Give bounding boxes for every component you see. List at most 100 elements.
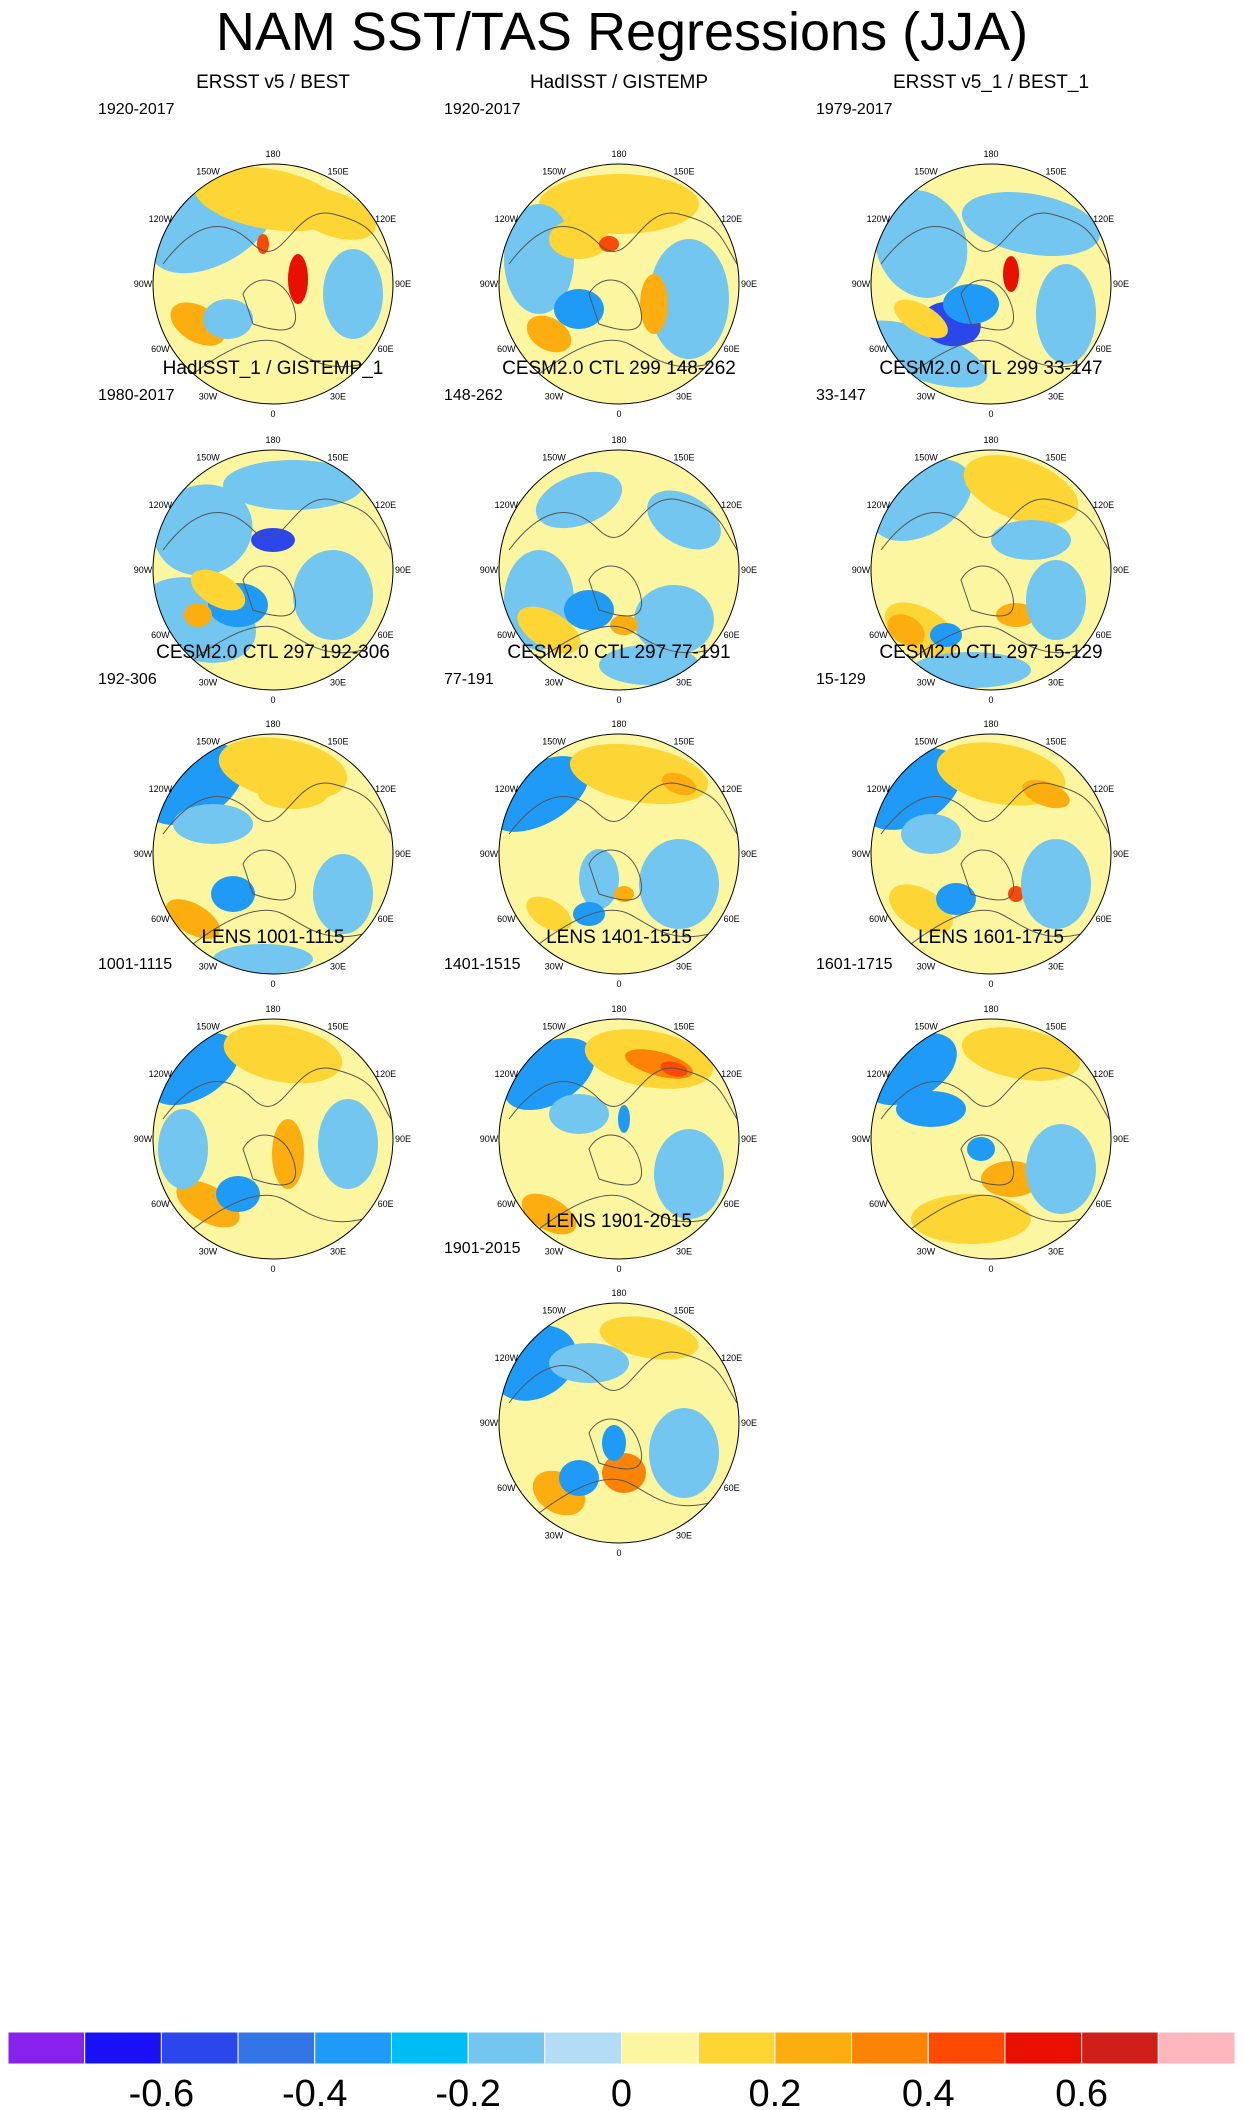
coastline <box>880 782 1110 945</box>
longitude-label: 180 <box>611 1288 626 1298</box>
anomaly-region <box>602 1425 626 1461</box>
anomaly-region <box>649 239 729 359</box>
map-panel: HadISST_1 / GISTEMP_1 180 150E 120E 90E 60E 30… <box>88 358 458 738</box>
longitude-label: 120W <box>495 500 519 510</box>
map-boundary <box>498 163 740 405</box>
longitude-label: 60E <box>724 1199 740 1209</box>
longitude-label: 120E <box>1093 500 1114 510</box>
longitude-label: 60W <box>869 344 888 354</box>
panel-title: CESM2.0 CTL 299 148-262 <box>502 358 736 379</box>
panel-title: HadISST_1 / GISTEMP_1 <box>162 358 384 379</box>
anomaly-region <box>930 623 962 647</box>
longitude-label: 90E <box>741 1134 757 1144</box>
longitude-label: 0 <box>270 979 275 989</box>
panel-title: ERSST v5 / BEST <box>196 72 350 93</box>
longitude-label: 120E <box>721 214 742 224</box>
panel-title: CESM2.0 CTL 299 33-147 <box>879 358 1103 379</box>
longitude-label: 120W <box>149 1069 173 1079</box>
anomaly-region <box>213 944 313 974</box>
longitude-label: 150W <box>196 166 220 176</box>
longitude-label: 90W <box>480 279 499 289</box>
longitude-label: 150W <box>542 452 566 462</box>
coastline <box>880 1067 1110 1230</box>
longitude-label: 60W <box>151 344 170 354</box>
longitude-label: 30E <box>676 962 692 972</box>
polar-map: 180 150E 120E 90E 60E 30E 0 30W 60W 90W 120W 150W <box>134 719 411 989</box>
longitude-label: 90W <box>134 1134 153 1144</box>
longitude-label: 150E <box>327 736 348 746</box>
anomaly-region <box>579 849 619 909</box>
map-boundary <box>498 449 740 691</box>
anomaly-region <box>549 219 609 259</box>
polar-map: 180 150E 120E 90E 60E 30E 0 30W 60W 90W 120W 150W <box>134 435 411 705</box>
anomaly-region <box>165 899 221 939</box>
map-panel: CESM2.0 CTL 299 33-147 180 150E 120E 90E 60E 3… <box>806 358 1176 738</box>
longitude-label: 90E <box>741 849 757 859</box>
longitude-label: 180 <box>983 1004 998 1014</box>
longitude-label: 150W <box>914 166 938 176</box>
anomaly-region <box>153 484 253 576</box>
coastline <box>508 498 738 661</box>
panel-period: 1901-2015 <box>444 1240 521 1257</box>
longitude-label: 150E <box>1045 736 1066 746</box>
longitude-label: 30W <box>199 392 218 402</box>
map-boundary <box>498 1302 740 1544</box>
longitude-label: 0 <box>270 409 275 419</box>
panel-period: 1980-2017 <box>98 387 175 404</box>
coastline <box>162 212 392 375</box>
anomaly-region <box>887 614 925 646</box>
longitude-label: 60W <box>869 914 888 924</box>
longitude-label: 30W <box>545 1531 564 1541</box>
longitude-label: 150E <box>673 166 694 176</box>
longitude-label: 30E <box>676 1247 692 1257</box>
longitude-label: 150W <box>542 736 566 746</box>
longitude-label: 120E <box>721 1353 742 1363</box>
panel-period: 1920-2017 <box>98 101 175 118</box>
longitude-label: 30E <box>330 1247 346 1257</box>
longitude-label: 30E <box>330 392 346 402</box>
anomaly-region <box>323 249 383 339</box>
colorbar: -0.6 -0.4 -0.2 0 0.2 0.4 0.6 <box>8 2032 1235 2110</box>
longitude-label: 60W <box>151 1199 170 1209</box>
anomaly-region <box>1022 779 1070 809</box>
anomaly-region <box>991 520 1071 560</box>
map-panel: HadISST / GISTEMP 180 150E 120E 90E 60E 30E 0 30… <box>434 72 804 452</box>
anomaly-region <box>318 1099 378 1189</box>
longitude-label: 90W <box>852 279 871 289</box>
longitude-label: 0 <box>616 1264 621 1274</box>
coastline <box>880 498 1110 661</box>
longitude-label: 120E <box>375 1069 396 1079</box>
longitude-label: 60E <box>378 344 394 354</box>
longitude-label: 180 <box>611 149 626 159</box>
polar-map: 180 150E 120E 90E 60E 30E 0 30W 60W 90W 120W 150W <box>480 149 757 419</box>
colorbar-swatch <box>314 2032 392 2065</box>
longitude-label: 150E <box>327 1021 348 1031</box>
longitude-label: 150W <box>914 452 938 462</box>
anomaly-region <box>573 902 605 926</box>
coastline <box>162 1067 392 1230</box>
anomaly-region <box>936 883 976 915</box>
longitude-label: 120E <box>375 500 396 510</box>
panel-period: 192-306 <box>98 671 157 688</box>
longitude-label: 150W <box>914 736 938 746</box>
anomaly-region <box>640 274 668 334</box>
anomaly-region <box>1026 1124 1096 1214</box>
anomaly-region <box>526 896 572 932</box>
longitude-label: 30E <box>676 1531 692 1541</box>
longitude-label: 30W <box>545 962 564 972</box>
panel-title: CESM2.0 CTL 297 15-129 <box>879 642 1103 663</box>
anomaly-region <box>610 615 638 635</box>
longitude-label: 180 <box>983 149 998 159</box>
longitude-label: 60E <box>378 630 394 640</box>
anomaly-region <box>251 528 295 552</box>
longitude-label: 90W <box>852 1134 871 1144</box>
anomaly-region <box>293 550 373 640</box>
longitude-label: 30W <box>545 678 564 688</box>
anomaly-region <box>1008 886 1024 902</box>
anomaly-region <box>173 804 253 844</box>
anomaly-region <box>896 1091 966 1127</box>
map-boundary <box>870 449 1112 691</box>
panel-period: 1601-1715 <box>816 956 893 973</box>
map-boundary <box>498 1018 740 1260</box>
longitude-label: 180 <box>983 719 998 729</box>
